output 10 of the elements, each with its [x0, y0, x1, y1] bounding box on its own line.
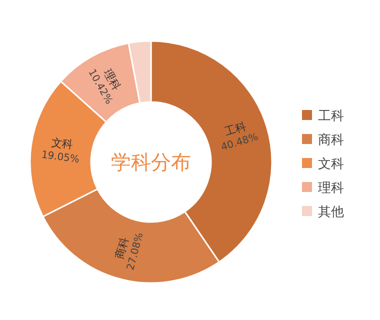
text: 学科分布 — [111, 150, 191, 174]
slice-label: 文科 — [50, 136, 74, 152]
legend-label: 商科 — [318, 133, 344, 148]
legend-label: 理科 — [318, 181, 344, 196]
data-label: 27.08% — [126, 232, 146, 272]
data-label: 40.48% — [220, 132, 260, 154]
legend-label: 其他 — [318, 205, 344, 220]
data-label: 19.05% — [40, 150, 80, 166]
legend-label: 工科 — [318, 109, 344, 124]
legend-label: 文科 — [318, 157, 344, 172]
